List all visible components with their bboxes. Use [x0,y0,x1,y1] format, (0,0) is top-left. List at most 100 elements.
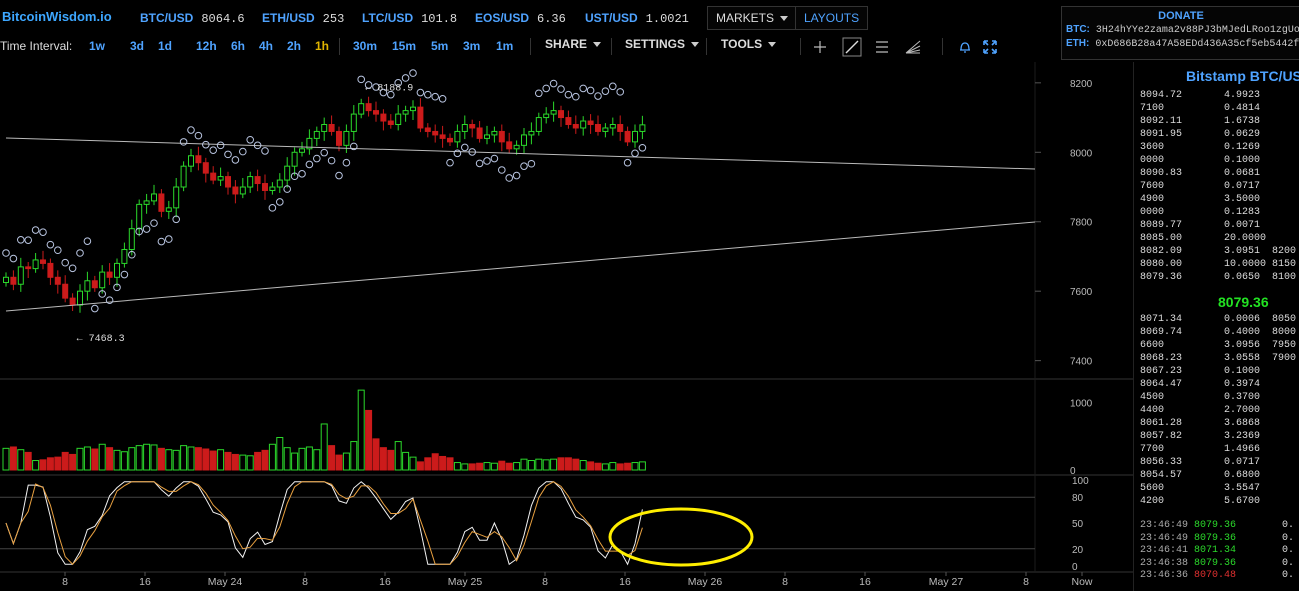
sar-dot [194,131,203,140]
trade-amount: 0. [1282,545,1295,556]
interval-2h[interactable]: 2h [287,39,302,53]
interval-1h[interactable]: 1h [315,39,330,53]
share-label: SHARE [545,37,588,51]
ticker-item[interactable]: UST/USD 1.0021 [585,11,689,26]
share-menu[interactable]: SHARE [545,37,602,51]
candle-body [17,266,24,285]
sar-dot [631,149,639,158]
interval-3m[interactable]: 3m [463,39,481,53]
candle-body [306,137,313,150]
interval-5m[interactable]: 5m [431,39,449,53]
interval-30m[interactable]: 30m [353,39,378,53]
candle-body [40,259,46,264]
sar-dot [475,159,484,168]
interval-4h[interactable]: 4h [259,39,274,53]
volume-bar [350,441,358,471]
candle-body [3,276,9,284]
candle-body [410,106,416,112]
candle-body [225,176,231,188]
btc-address[interactable]: 3H24hYYe2zama2v88PJ3bMJedLRoo1zgUo [1095,25,1299,36]
sar-dot [527,159,536,168]
trendline-icon[interactable] [842,37,862,57]
candle-body [262,183,268,191]
bell-icon[interactable] [957,39,973,55]
markets-menu[interactable]: MARKETS [707,6,798,30]
volume-bar [150,444,158,471]
time-interval-label: Time Interval: [0,39,73,53]
volume-bar [631,462,639,471]
volume-bar [387,449,395,471]
chevron-down-icon [780,16,789,22]
orderbook-sum: 8100 [1272,272,1297,283]
interval-6h[interactable]: 6h [231,39,246,53]
candle-body [106,271,113,278]
trade-time: 23:46:36 [1140,570,1189,581]
sar-dot [601,87,610,95]
candle-body [247,176,254,188]
candle-body [151,193,157,202]
volume-bar [609,462,617,471]
interval-3d[interactable]: 3d [130,39,145,53]
orderbook-amount: 0.0629 [1224,129,1261,140]
volume-bar [476,462,484,471]
interval-1w[interactable]: 1w [89,39,106,53]
settings-menu[interactable]: SETTINGS [625,37,700,51]
interval-15m[interactable]: 15m [392,39,417,53]
ticker-price: 1.0021 [645,12,689,26]
time-axis-label: 16 [379,576,391,588]
orderbook-title: Bitstamp BTC/USD [1186,68,1299,84]
orderbook-amount: 3.0951 [1224,246,1261,257]
eth-address[interactable]: 0xD686B28a47A58EDd436A35cf5eb5442f [1095,39,1299,50]
candle-body [572,124,579,129]
volume-bar [616,463,624,471]
layouts-button[interactable]: LAYOUTS [795,6,869,30]
candle-body [521,134,527,146]
ticker-item[interactable]: LTC/USD 101.8 [362,11,457,26]
sar-dot [231,156,240,164]
time-axis-label: May 25 [448,576,483,588]
sar-dot [261,147,269,155]
candle-body [639,124,646,132]
volume-bar [54,456,62,471]
ticker-item[interactable]: BTC/USD 8064.6 [140,11,245,26]
interval-12h[interactable]: 12h [196,39,217,53]
candle-body [165,207,172,212]
candle-body [565,117,572,126]
candle-body [424,127,431,132]
price-axis-label: 8200 [1070,79,1093,90]
candle-body [558,110,564,119]
orderbook-amount: 0.1000 [1224,366,1261,377]
candle-body [580,120,587,129]
candle-body [299,148,305,153]
orderbook-amount: 1.4966 [1224,444,1261,455]
interval-1m[interactable]: 1m [496,39,514,53]
sar-dot [276,198,284,206]
volume-bar [9,446,17,471]
trade-amount: 0. [1282,520,1295,531]
candle-body [484,134,490,139]
tools-menu[interactable]: TOOLS [721,37,777,51]
site-logo[interactable]: BitcoinWisdom.io [2,9,112,24]
orderbook-amount: 0.0006 [1224,314,1261,325]
ticker-item[interactable]: ETH/USD 253 [262,11,344,26]
orderbook-price: 6600 [1140,340,1165,351]
orderbook-amount: 3.5000 [1224,194,1261,205]
fibonacci-fan-icon[interactable] [904,39,922,55]
sar-dot [572,92,580,101]
orderbook-price: 8089.77 [1140,220,1183,231]
stoch-axis-label: 50 [1072,519,1084,530]
crosshair-icon[interactable] [812,39,828,55]
candle-body [276,179,283,188]
volume-bar [624,462,632,471]
volume-axis-label: 1000 [1070,398,1093,409]
horizontal-lines-icon[interactable] [874,39,890,55]
interval-1d[interactable]: 1d [158,39,173,53]
sar-dot [342,158,351,167]
time-axis-label: 8 [1023,576,1029,588]
donate-box: DONATE BTC: 3H24hYYe2zama2v88PJ3bMJedLRoo… [1061,6,1299,60]
trade-amount: 0. [1282,570,1295,581]
volume-bar [187,446,195,471]
fullscreen-icon[interactable] [982,39,998,55]
ticker-item[interactable]: EOS/USD 6.36 [475,11,566,26]
